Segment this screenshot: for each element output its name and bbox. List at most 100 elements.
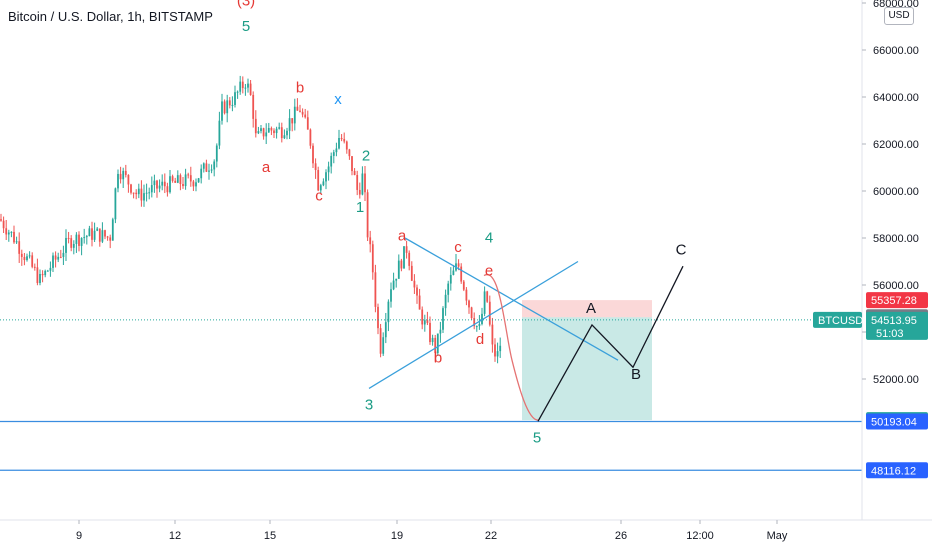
candle-body (49, 267, 52, 271)
candle-body (403, 246, 405, 269)
candle-body (434, 337, 437, 354)
candle-body (436, 333, 439, 354)
candle-body (486, 291, 489, 302)
candle-body (338, 137, 340, 149)
candle-body (429, 322, 431, 343)
candle-body (361, 173, 364, 195)
candle-body (273, 130, 275, 134)
candle-body (153, 180, 156, 186)
candle-body (260, 128, 262, 132)
candle-body (452, 270, 455, 275)
projection-curve (483, 274, 539, 421)
candle-body (215, 145, 218, 162)
candle-body (239, 81, 242, 92)
candle-body (257, 131, 260, 134)
wave-label: a (262, 159, 271, 176)
candle-body (101, 230, 104, 242)
candle-body (335, 148, 338, 153)
time-tick-label: 26 (615, 530, 627, 542)
candle-body (286, 130, 288, 136)
candle-body (200, 168, 203, 179)
candle-body (182, 184, 184, 187)
candle-body (36, 267, 39, 283)
candle-body (449, 274, 452, 284)
candle-body (96, 228, 99, 231)
candle-body (312, 145, 314, 164)
symbol-tag (813, 311, 862, 328)
candle-body (343, 139, 346, 142)
candle-body (439, 329, 442, 334)
price-tick-label: 60000.00 (873, 186, 919, 198)
candle-body (340, 137, 343, 140)
candle-body (137, 188, 140, 195)
candle-body (379, 328, 382, 354)
candle-body (202, 163, 205, 169)
candle-body (332, 152, 335, 156)
abc-forecast-line (537, 265, 684, 422)
candle-body (62, 252, 65, 257)
candle-body (410, 265, 413, 281)
candle-body (98, 228, 101, 242)
candle-body (174, 180, 177, 183)
time-axis[interactable]: 9 12 15 19 22 26 12:00 May (76, 520, 788, 542)
price-tick-label: 62000.00 (873, 139, 919, 151)
candle-body (457, 263, 460, 267)
price-tag-label: 50193.04 (871, 416, 917, 428)
triangle-lower-line[interactable] (368, 260, 579, 389)
candle-body (473, 317, 476, 327)
candle-body (460, 266, 463, 282)
candle-body (304, 114, 307, 118)
candle-body (470, 307, 473, 318)
price-tick-label: 58000.00 (873, 233, 919, 245)
candle-body (280, 127, 283, 139)
candle-body (278, 127, 281, 129)
wave-label: 5 (242, 18, 250, 35)
candle-body (249, 83, 252, 95)
position-zones (522, 300, 652, 421)
candle-body (270, 128, 273, 131)
wave-label: c (315, 187, 323, 204)
time-tick-label: 12 (169, 530, 181, 542)
price-tag-label: 48116.12 (871, 465, 916, 477)
candle-body (114, 188, 117, 220)
candle-body (491, 324, 494, 345)
candle-body (67, 237, 70, 239)
candle-body (496, 351, 499, 357)
symbol-tag-label: BTCUSD (818, 315, 863, 327)
candle-body (18, 241, 21, 254)
candle-body (176, 175, 179, 183)
candle-body (475, 326, 478, 328)
time-tick-label: 19 (391, 530, 403, 542)
candle-body (244, 87, 247, 89)
currency-button[interactable]: USD (884, 7, 914, 25)
candle-body (7, 232, 10, 235)
candle-body (127, 174, 130, 185)
candle-body (421, 309, 424, 325)
candle-body (296, 106, 299, 111)
candle-body (106, 236, 109, 238)
candle-body (65, 237, 67, 253)
candle-body (291, 118, 294, 124)
candle-body (80, 238, 83, 246)
candle-body (171, 176, 174, 181)
candle-body (187, 174, 190, 176)
candle-body (267, 128, 270, 133)
wave-label: c (454, 239, 462, 256)
time-tick-label: 12:00 (686, 530, 714, 542)
candle-body (408, 252, 411, 266)
candle-body (205, 163, 208, 172)
wave-label: b (296, 79, 304, 96)
candle-body (416, 287, 418, 296)
candle-body (166, 186, 169, 193)
candle-body (382, 337, 385, 354)
candle-body (478, 323, 481, 327)
candle-body (145, 192, 148, 194)
candle-body (426, 320, 429, 323)
candle-body (465, 289, 468, 301)
triangle-upper-line[interactable] (404, 237, 619, 361)
candle-body (252, 94, 255, 119)
wave-label: d (476, 331, 484, 348)
candle-body (444, 294, 447, 309)
candle-body (299, 110, 301, 112)
